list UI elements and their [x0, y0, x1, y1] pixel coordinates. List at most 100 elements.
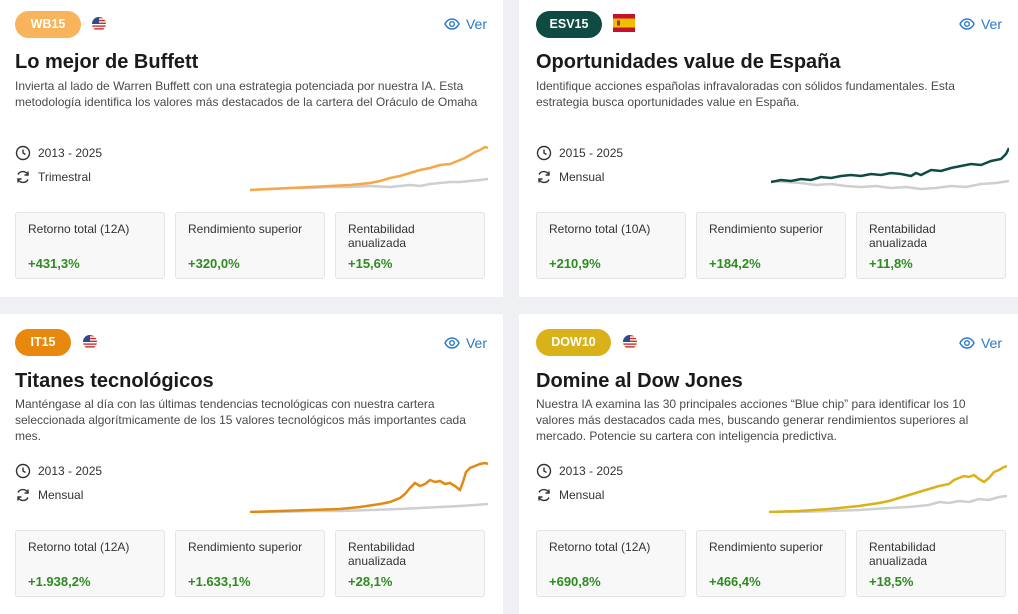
- clock-icon: [15, 145, 31, 161]
- us-flag-icon: [92, 17, 106, 31]
- period-text: 2015 - 2025: [559, 146, 624, 160]
- strategy-badge: DOW10: [536, 329, 611, 356]
- strategy-badge: IT15: [15, 329, 71, 356]
- refresh-icon: [17, 488, 29, 502]
- stat-value: +690,8%: [549, 574, 601, 589]
- stat-value: +11,8%: [869, 256, 913, 271]
- strategy-line: [250, 145, 488, 192]
- stat-label: Rentabilidad anualizada: [869, 222, 936, 250]
- frequency-info: Mensual: [15, 487, 83, 503]
- clock-icon: [536, 463, 552, 479]
- stat-label: Retorno total (12A): [28, 540, 130, 554]
- stat-box: Rendimiento superior +184,2%: [696, 212, 846, 279]
- stats-row: Retorno total (12A) +431,3% Rendimiento …: [15, 212, 485, 279]
- strategy-badge: WB15: [15, 11, 81, 38]
- stat-label: Retorno total (10A): [549, 222, 651, 236]
- clock-icon: [15, 463, 31, 479]
- strategy-card: DOW10 Ver Domine al Dow Jones Nuestra IA…: [519, 314, 1018, 614]
- view-label: Ver: [465, 335, 487, 351]
- view-label: Ver: [980, 16, 1002, 32]
- eye-icon: [444, 18, 460, 30]
- period-text: 2013 - 2025: [38, 146, 103, 160]
- frequency-info: Mensual: [536, 169, 604, 185]
- frequency-text: Mensual: [559, 170, 605, 184]
- frequency-text: Mensual: [38, 488, 84, 502]
- refresh-icon: [17, 170, 29, 184]
- stat-box: Rendimiento superior +466,4%: [696, 530, 846, 597]
- eye-icon: [959, 18, 975, 30]
- stat-value: +431,3%: [28, 256, 80, 271]
- strategy-title: Lo mejor de Buffett: [15, 51, 199, 73]
- stat-value: +18,5%: [869, 574, 914, 589]
- eye-icon: [444, 337, 460, 349]
- stat-value: +15,6%: [348, 256, 393, 271]
- strategy-line: [769, 464, 1007, 513]
- stat-value: +320,0%: [188, 256, 240, 271]
- stat-label: Retorno total (12A): [549, 540, 651, 554]
- period-info: 2013 - 2025: [536, 463, 623, 479]
- strategy-card: WB15 Ver Lo mejor de Buffett Invierta al…: [0, 0, 503, 297]
- performance-sparkline: [250, 145, 488, 192]
- view-label: Ver: [980, 335, 1002, 351]
- stat-box: Rentabilidad anualizada +11,8%: [856, 212, 1006, 279]
- view-link[interactable]: Ver: [959, 16, 1002, 32]
- stat-box: Retorno total (10A) +210,9%: [536, 212, 686, 279]
- period-info: 2013 - 2025: [15, 145, 102, 161]
- stat-box: Rentabilidad anualizada +28,1%: [335, 530, 485, 597]
- period-text: 2013 - 2025: [559, 464, 624, 478]
- stat-label: Rentabilidad anualizada: [869, 540, 936, 568]
- view-link[interactable]: Ver: [959, 335, 1002, 351]
- stat-label: Rendimiento superior: [188, 222, 303, 236]
- stat-box: Rendimiento superior +1.633,1%: [175, 530, 325, 597]
- view-link[interactable]: Ver: [444, 335, 487, 351]
- performance-sparkline: [771, 147, 1009, 191]
- period-text: 2013 - 2025: [38, 464, 103, 478]
- clock-icon: [536, 145, 552, 161]
- spain-flag-icon: [613, 14, 635, 32]
- strategy-title: Titanes tecnológicos: [15, 370, 214, 392]
- us-flag-icon: [83, 335, 97, 349]
- eye-icon: [959, 337, 975, 349]
- stat-label: Rendimiento superior: [188, 540, 303, 554]
- stat-label: Rentabilidad anualizada: [348, 540, 415, 568]
- performance-sparkline: [769, 464, 1007, 513]
- frequency-info: Mensual: [536, 487, 604, 503]
- performance-sparkline: [250, 461, 488, 513]
- stat-box: Rentabilidad anualizada +18,5%: [856, 530, 1006, 597]
- stat-value: +210,9%: [549, 256, 601, 271]
- frequency-text: Trimestral: [38, 170, 91, 184]
- stat-label: Rendimiento superior: [709, 222, 824, 236]
- strategy-description: Identifique acciones españolas infravalo…: [536, 79, 955, 109]
- strategy-title: Domine al Dow Jones: [536, 370, 743, 392]
- period-info: 2015 - 2025: [536, 145, 623, 161]
- stat-box: Retorno total (12A) +431,3%: [15, 212, 165, 279]
- stat-value: +466,4%: [709, 574, 761, 589]
- stat-label: Retorno total (12A): [28, 222, 130, 236]
- strategy-description: Invierta al lado de Warren Buffett con u…: [15, 79, 478, 109]
- frequency-text: Mensual: [559, 488, 605, 502]
- stat-box: Rendimiento superior +320,0%: [175, 212, 325, 279]
- strategy-badge: ESV15: [536, 11, 602, 38]
- strategy-card: ESV15 Ver Oportunidades value de España …: [519, 0, 1018, 297]
- us-flag-icon: [623, 335, 637, 349]
- stats-row: Retorno total (12A) +690,8% Rendimiento …: [536, 530, 1006, 597]
- stat-box: Retorno total (12A) +690,8%: [536, 530, 686, 597]
- refresh-icon: [538, 170, 550, 184]
- stats-row: Retorno total (12A) +1.938,2% Rendimient…: [15, 530, 485, 597]
- stat-value: +1.633,1%: [188, 574, 251, 589]
- strategy-description: Manténgase al día con las últimas tenden…: [15, 397, 466, 443]
- strategy-card: IT15 Ver Titanes tecnológicos Manténgase…: [0, 314, 503, 614]
- strategy-line: [250, 461, 488, 513]
- stats-row: Retorno total (10A) +210,9% Rendimiento …: [536, 212, 1006, 279]
- strategy-title: Oportunidades value de España: [536, 51, 841, 73]
- view-label: Ver: [465, 16, 487, 32]
- strategy-line: [771, 147, 1009, 184]
- stat-value: +28,1%: [348, 574, 393, 589]
- stat-box: Retorno total (12A) +1.938,2%: [15, 530, 165, 597]
- stat-value: +1.938,2%: [28, 574, 91, 589]
- strategy-description: Nuestra IA examina las 30 principales ac…: [536, 397, 969, 443]
- refresh-icon: [538, 488, 550, 502]
- benchmark-line: [771, 179, 1009, 191]
- view-link[interactable]: Ver: [444, 16, 487, 32]
- period-info: 2013 - 2025: [15, 463, 102, 479]
